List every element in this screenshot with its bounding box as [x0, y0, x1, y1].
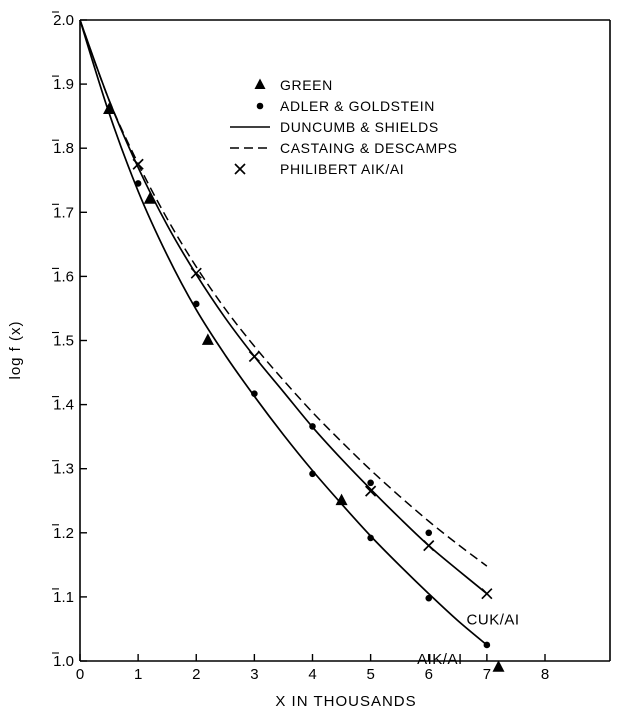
green-triangle-point — [143, 192, 156, 204]
x-marker-stroke — [132, 158, 144, 170]
y-tick-label: 2.0 — [53, 12, 74, 29]
duncumb-shields-curve — [79, 19, 488, 646]
y-axis-label: log f (x) — [7, 320, 24, 379]
x-tick-label: 6 — [425, 666, 433, 683]
x-marker-stroke — [481, 588, 493, 600]
x-tick-label: 5 — [366, 666, 374, 683]
duncumb-shields-curve — [79, 19, 488, 595]
legend-x-symbol — [234, 163, 246, 175]
x-tick-label: 3 — [250, 666, 258, 683]
philibert-x-point — [481, 588, 493, 600]
adler-goldstein-dot-point — [425, 594, 433, 602]
y-tick-label: 1.7 — [53, 204, 74, 221]
y-tick-label: 1.5 — [53, 333, 74, 350]
adler-goldstein-dot-point — [425, 529, 433, 537]
legend-entry-label: CASTAING & DESCAMPS — [280, 140, 458, 156]
legend-entry-label: ADLER & GOLDSTEIN — [280, 98, 435, 114]
adler-goldstein-dot-point — [134, 180, 142, 187]
y-tick-label: 1.8 — [53, 140, 74, 157]
x-marker-stroke — [365, 485, 377, 497]
green-triangle-point — [103, 102, 116, 115]
legend-entry-label: DUNCUMB & SHIELDS — [280, 119, 439, 135]
x-tick-label: 2 — [192, 666, 200, 683]
x-marker-stroke — [248, 350, 260, 363]
y-tick-label: 1.2 — [53, 525, 74, 542]
x-marker-stroke — [423, 540, 435, 552]
philibert-x-point — [190, 267, 202, 279]
x-tick-label: 7 — [483, 666, 491, 683]
y-tick-label: 1.4 — [53, 397, 74, 414]
y-tick-label: 1.0 — [53, 653, 74, 670]
y-tick-label: 1.1 — [53, 589, 74, 606]
tick-labels: 1.0 1.1 1.2 1.3 1.4 1.5 1.6 1.7 1.8 1.9 2.0 0 1 2 3 4 5 6… — [52, 11, 549, 683]
x-tick-label: 8 — [541, 666, 549, 683]
y-tick-label: 1.3 — [53, 461, 74, 478]
legend: GREEN ADLER & GOLDSTEIN DUNCUMB & SHIELDS C… — [230, 77, 458, 177]
adler-goldstein-dot-point — [192, 300, 200, 308]
adler-goldstein-dot-point — [309, 423, 316, 430]
x-marker-stroke — [234, 163, 246, 175]
legend-entry-label: GREEN — [280, 77, 333, 93]
legend-entry-label: PHILIBERT AIK/AI — [280, 161, 404, 177]
x-tick-label: 0 — [76, 666, 84, 683]
y-tick-label: 1.9 — [53, 76, 74, 93]
philibert-x-point — [423, 540, 435, 552]
x-axis-label: X IN THOUSANDS — [275, 693, 416, 710]
adler-goldstein-dot-point — [309, 470, 316, 478]
green-triangle-point — [335, 493, 348, 506]
x-tick-label: 4 — [308, 666, 316, 683]
axes-frame — [79, 19, 611, 662]
legend-dot-symbol — [256, 102, 264, 110]
x-marker-stroke — [190, 267, 202, 279]
green-triangle-point — [201, 333, 214, 345]
philibert-x-point — [248, 350, 260, 363]
curve-annotation: AIK/AI — [417, 651, 463, 668]
markers — [103, 102, 505, 672]
curve-annotation: CUK/AI — [467, 611, 520, 628]
x-tick-label: 1 — [134, 666, 142, 683]
y-tick-label: 1.6 — [53, 268, 74, 285]
adler-goldstein-dot-point — [367, 479, 374, 487]
philibert-x-point — [132, 158, 144, 170]
green-triangle-point — [492, 660, 505, 672]
legend-triangle-symbol — [254, 78, 266, 89]
annotations: CUK/AI AIK/AI — [417, 611, 519, 668]
adler-goldstein-dot-point — [367, 534, 374, 542]
adler-goldstein-dot-point — [483, 641, 491, 649]
philibert-x-point — [365, 485, 377, 497]
adler-goldstein-dot-point — [251, 390, 258, 398]
